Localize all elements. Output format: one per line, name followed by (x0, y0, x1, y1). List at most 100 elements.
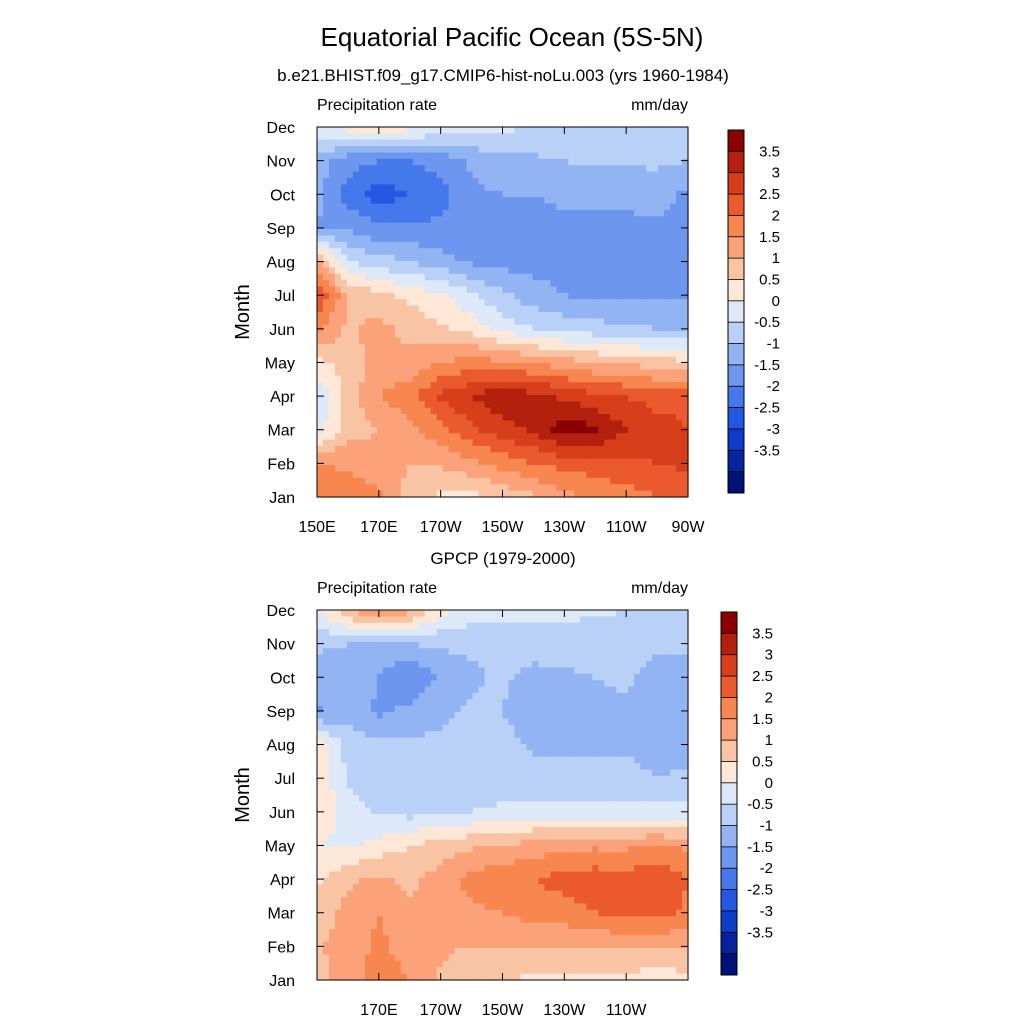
contour-cell (544, 343, 551, 351)
contour-cell (430, 635, 438, 643)
contour-cell (664, 388, 671, 396)
contour-cell (640, 394, 647, 402)
contour-cell (334, 152, 342, 160)
contour-cell (442, 667, 450, 675)
contour-cell (682, 337, 689, 345)
contour-cell (628, 197, 635, 205)
contour-cell (520, 692, 528, 700)
contour-cell (328, 229, 336, 237)
contour-cell (460, 235, 468, 243)
contour-cell (424, 414, 432, 422)
contour-cell (658, 248, 665, 256)
contour-cell (586, 401, 593, 409)
contour-cell (532, 146, 539, 154)
contour-cell (622, 484, 629, 492)
contour-cell (460, 305, 468, 313)
contour-cell (604, 401, 611, 409)
contour-cell (586, 686, 593, 694)
contour-cell (496, 667, 504, 675)
contour-cell (502, 139, 510, 147)
contour-cell (376, 356, 384, 364)
contour-cell (628, 356, 635, 364)
contour-cell (598, 235, 605, 243)
contour-cell (317, 363, 324, 371)
contour-cell (322, 337, 330, 345)
contour-cell (502, 241, 510, 249)
contour-cell (568, 375, 575, 383)
contour-cell (622, 324, 629, 332)
contour-cell (610, 445, 617, 453)
contour-cell (394, 439, 402, 447)
contour-cell (496, 490, 504, 498)
contour-cell (364, 718, 372, 726)
contour-cell (646, 305, 653, 313)
contour-cell (472, 139, 480, 147)
contour-cell (460, 680, 468, 688)
contour-cell (682, 165, 689, 173)
contour-cell (532, 433, 539, 441)
contour-cell (496, 718, 504, 726)
contour-cell (556, 363, 563, 371)
contour-cell (394, 178, 402, 186)
contour-cell (592, 241, 599, 249)
contour-cell (418, 641, 426, 649)
contour-cell (574, 222, 581, 230)
contour-cell (418, 635, 426, 643)
contour-cell (580, 369, 587, 377)
contour-cell (592, 292, 599, 300)
contour-cell (526, 622, 534, 630)
contour-cell (352, 635, 360, 643)
contour-cell (364, 152, 372, 160)
contour-cell (436, 616, 444, 624)
contour-cell (658, 292, 665, 300)
contour-cell (496, 641, 504, 649)
contour-cell (562, 680, 569, 688)
contour-cell (538, 375, 545, 383)
contour-cell (322, 445, 330, 453)
contour-cell (424, 458, 432, 466)
contour-cell (418, 267, 426, 275)
contour-cell (610, 382, 617, 390)
contour-cell (682, 235, 689, 243)
contour-cell (568, 280, 575, 288)
contour-cell (406, 477, 414, 485)
contour-cell (646, 158, 653, 166)
contour-cell (520, 635, 528, 643)
contour-cell (358, 203, 366, 211)
contour-cell (484, 222, 492, 230)
contour-cell (340, 312, 348, 319)
contour-cell (538, 622, 545, 630)
contour-cell (430, 439, 438, 447)
contour-cell (454, 737, 462, 745)
contour-cell (556, 241, 563, 249)
contour-cell (388, 452, 396, 460)
contour-cell (508, 165, 516, 173)
contour-cell (358, 414, 366, 422)
contour-cell (400, 152, 408, 160)
contour-cell (472, 241, 480, 249)
contour-cell (484, 737, 492, 745)
contour-cell (424, 699, 432, 707)
contour-cell (574, 699, 581, 707)
contour-cell (430, 331, 438, 339)
contour-cell (424, 241, 432, 249)
contour-cell (412, 292, 420, 300)
contour-cell (592, 477, 599, 485)
contour-cell (514, 127, 522, 134)
contour-cell (532, 343, 539, 351)
contour-cell (490, 318, 498, 326)
contour-cell (328, 680, 336, 688)
contour-cell (340, 241, 348, 249)
contour-cell (634, 426, 641, 434)
contour-cell (502, 350, 510, 358)
contour-cell (352, 184, 360, 192)
contour-cell (424, 369, 432, 377)
contour-cell (598, 369, 605, 377)
contour-cell (526, 337, 534, 345)
contour-cell (562, 439, 569, 447)
contour-cell (676, 673, 683, 681)
contour-cell (317, 661, 324, 669)
contour-cell (580, 667, 587, 675)
contour-cell (382, 356, 390, 364)
